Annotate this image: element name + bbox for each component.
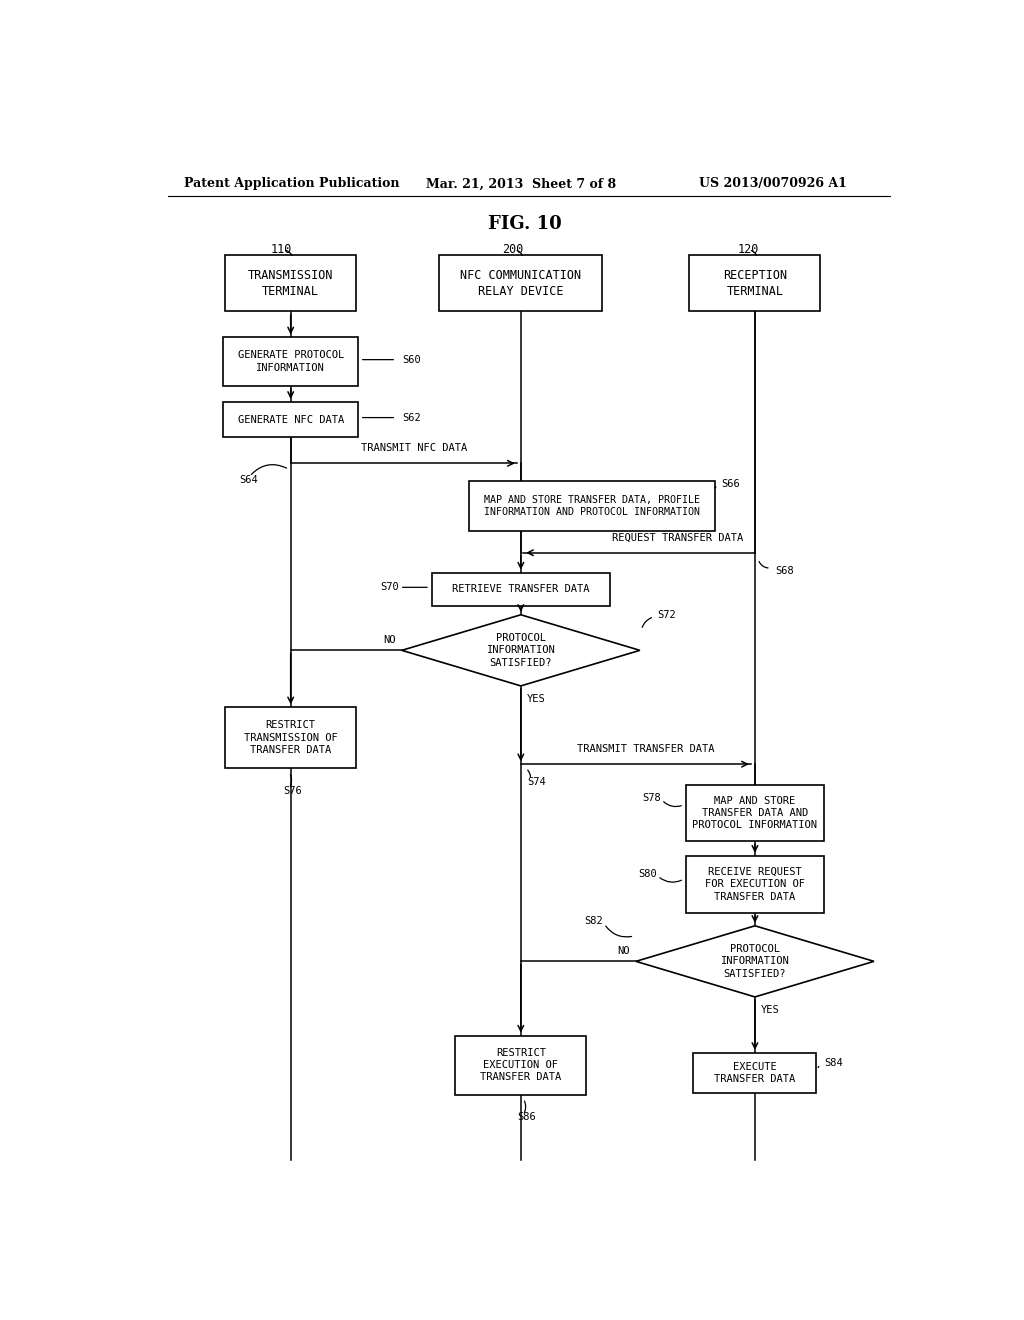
Text: RECEPTION
TERMINAL: RECEPTION TERMINAL [723, 269, 787, 298]
Text: S70: S70 [380, 582, 398, 593]
Text: 200: 200 [503, 243, 524, 256]
Text: S84: S84 [824, 1059, 843, 1068]
Text: Patent Application Publication: Patent Application Publication [183, 177, 399, 190]
Text: S80: S80 [638, 869, 656, 879]
Text: Mar. 21, 2013  Sheet 7 of 8: Mar. 21, 2013 Sheet 7 of 8 [426, 177, 615, 190]
Text: RESTRICT
EXECUTION OF
TRANSFER DATA: RESTRICT EXECUTION OF TRANSFER DATA [480, 1048, 561, 1082]
FancyBboxPatch shape [223, 338, 358, 385]
Text: PROTOCOL
INFORMATION
SATISFIED?: PROTOCOL INFORMATION SATISFIED? [721, 944, 790, 978]
Text: S72: S72 [657, 610, 676, 620]
Text: NO: NO [617, 946, 630, 956]
Text: GENERATE PROTOCOL
INFORMATION: GENERATE PROTOCOL INFORMATION [238, 351, 344, 372]
Text: US 2013/0070926 A1: US 2013/0070926 A1 [699, 177, 847, 190]
Text: S64: S64 [239, 475, 258, 484]
FancyBboxPatch shape [469, 480, 715, 532]
FancyBboxPatch shape [456, 1036, 587, 1094]
FancyBboxPatch shape [431, 573, 610, 606]
Text: NO: NO [383, 635, 395, 645]
Text: NFC COMMUNICATION
RELAY DEVICE: NFC COMMUNICATION RELAY DEVICE [460, 269, 582, 298]
Text: 120: 120 [737, 243, 759, 256]
Text: S62: S62 [401, 413, 421, 422]
Text: 110: 110 [270, 243, 292, 256]
Polygon shape [401, 615, 640, 686]
Text: MAP AND STORE
TRANSFER DATA AND
PROTOCOL INFORMATION: MAP AND STORE TRANSFER DATA AND PROTOCOL… [692, 796, 817, 830]
Text: TRANSMIT TRANSFER DATA: TRANSMIT TRANSFER DATA [578, 744, 715, 754]
Text: S60: S60 [401, 355, 421, 364]
FancyBboxPatch shape [223, 401, 358, 437]
FancyBboxPatch shape [689, 256, 820, 312]
Text: S74: S74 [527, 777, 546, 788]
FancyBboxPatch shape [439, 256, 602, 312]
Text: TRANSMIT NFC DATA: TRANSMIT NFC DATA [360, 444, 467, 453]
Text: S78: S78 [642, 793, 660, 803]
Text: RESTRICT
TRANSMISSION OF
TRANSFER DATA: RESTRICT TRANSMISSION OF TRANSFER DATA [244, 721, 338, 755]
Text: S76: S76 [283, 785, 301, 796]
Text: PROTOCOL
INFORMATION
SATISFIED?: PROTOCOL INFORMATION SATISFIED? [486, 632, 555, 668]
Text: EXECUTE
TRANSFER DATA: EXECUTE TRANSFER DATA [715, 1063, 796, 1084]
Text: GENERATE NFC DATA: GENERATE NFC DATA [238, 414, 344, 425]
Text: TRANSMISSION
TERMINAL: TRANSMISSION TERMINAL [248, 269, 334, 298]
Text: S66: S66 [722, 479, 740, 488]
FancyBboxPatch shape [225, 708, 356, 768]
FancyBboxPatch shape [693, 1053, 816, 1093]
Text: RECEIVE REQUEST
FOR EXECUTION OF
TRANSFER DATA: RECEIVE REQUEST FOR EXECUTION OF TRANSFE… [705, 867, 805, 902]
Text: S68: S68 [775, 566, 794, 576]
Text: FIG. 10: FIG. 10 [487, 215, 562, 234]
FancyBboxPatch shape [685, 784, 824, 841]
FancyBboxPatch shape [685, 855, 824, 912]
Text: REQUEST TRANSFER DATA: REQUEST TRANSFER DATA [612, 532, 743, 543]
Polygon shape [636, 925, 874, 997]
Text: YES: YES [761, 1005, 780, 1015]
Text: MAP AND STORE TRANSFER DATA, PROFILE
INFORMATION AND PROTOCOL INFORMATION: MAP AND STORE TRANSFER DATA, PROFILE INF… [484, 495, 700, 517]
Text: S82: S82 [585, 916, 603, 925]
Text: S86: S86 [517, 1111, 536, 1122]
Text: RETRIEVE TRANSFER DATA: RETRIEVE TRANSFER DATA [452, 585, 590, 594]
Text: YES: YES [527, 694, 546, 704]
FancyBboxPatch shape [225, 256, 356, 312]
